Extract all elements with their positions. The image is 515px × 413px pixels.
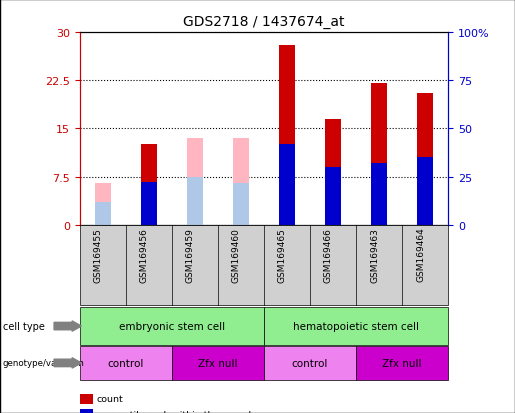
Text: GSM169465: GSM169465 — [278, 227, 287, 282]
Text: GSM169456: GSM169456 — [140, 227, 149, 282]
Bar — [141, 183, 157, 225]
Text: GSM169464: GSM169464 — [416, 227, 425, 282]
Text: Zfx null: Zfx null — [382, 358, 422, 368]
Text: control: control — [108, 358, 144, 368]
Bar — [417, 158, 433, 225]
Text: genotype/variation: genotype/variation — [3, 358, 84, 368]
Text: embryonic stem cell: embryonic stem cell — [119, 321, 225, 331]
Bar — [95, 183, 111, 225]
Bar — [233, 183, 249, 225]
Title: GDS2718 / 1437674_at: GDS2718 / 1437674_at — [183, 15, 345, 29]
Bar — [233, 139, 249, 225]
Text: GSM169459: GSM169459 — [186, 227, 195, 282]
Text: GSM169463: GSM169463 — [370, 227, 379, 282]
Bar — [371, 84, 387, 225]
Text: percentile rank within the sample: percentile rank within the sample — [97, 410, 257, 413]
Bar — [279, 46, 295, 225]
Text: cell type: cell type — [3, 321, 44, 331]
Bar — [279, 145, 295, 225]
Bar — [325, 119, 341, 225]
Bar — [417, 94, 433, 225]
Bar — [95, 203, 111, 225]
Bar — [325, 168, 341, 225]
Text: hematopoietic stem cell: hematopoietic stem cell — [293, 321, 419, 331]
Text: GSM169460: GSM169460 — [232, 227, 241, 282]
Text: control: control — [292, 358, 328, 368]
Bar — [141, 145, 157, 225]
Text: count: count — [97, 394, 124, 403]
Text: GSM169455: GSM169455 — [94, 227, 103, 282]
Bar — [187, 139, 203, 225]
Bar — [371, 164, 387, 225]
Bar — [187, 177, 203, 225]
Text: GSM169466: GSM169466 — [324, 227, 333, 282]
Text: Zfx null: Zfx null — [198, 358, 237, 368]
